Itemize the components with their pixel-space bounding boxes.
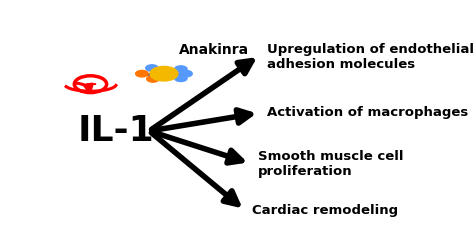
Circle shape [136,70,148,77]
Text: IL-1: IL-1 [78,114,155,148]
Circle shape [146,76,159,82]
Text: Activation of macrophages: Activation of macrophages [267,106,468,119]
Text: Cardiac remodeling: Cardiac remodeling [252,204,398,217]
Circle shape [180,70,192,77]
Text: Upregulation of endothelial
adhesion molecules: Upregulation of endothelial adhesion mol… [267,43,474,71]
Circle shape [174,75,187,82]
Circle shape [174,66,187,72]
Text: Smooth muscle cell
proliferation: Smooth muscle cell proliferation [258,150,403,178]
Text: Anakinra: Anakinra [179,43,248,57]
Text: −: − [84,77,97,92]
Circle shape [150,66,178,81]
Circle shape [146,65,158,71]
